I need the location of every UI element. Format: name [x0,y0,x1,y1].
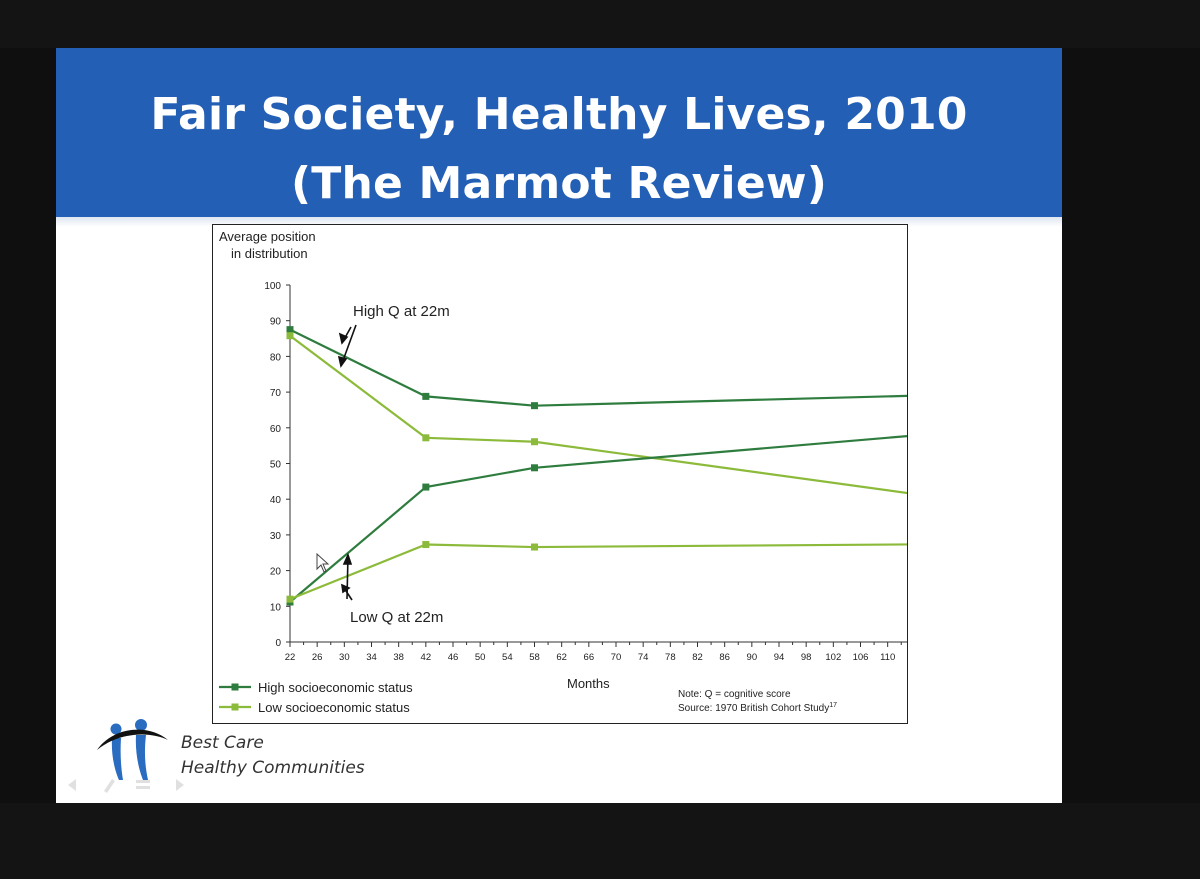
data-point [531,543,538,551]
legend-item-low: Low socioeconomic status [219,700,410,715]
x-tick-label: 90 [747,652,758,663]
data-point [286,595,294,603]
legend-swatch-marker [231,683,239,691]
x-tick-label: 26 [312,652,323,663]
y-axis-label-line-2: in distribution [231,246,308,261]
x-tick-label: 66 [584,652,595,663]
y-tick-label: 70 [270,388,282,399]
x-tick-label: 78 [665,652,676,663]
y-tick-label: 90 [270,317,282,328]
legend-label-low: Low socioeconomic status [258,700,410,715]
chart-frame: 0 10 20 30 40 50 60 70 80 90 100 22 26 30 34 38 42 46 50 54… [212,224,908,724]
x-tick-label: 82 [692,652,703,663]
y-tick-label: 50 [270,460,282,471]
y-tick-label: 40 [270,495,282,506]
x-tick-label: 62 [556,652,567,663]
next-slide-icon [176,779,184,791]
chart-source: Source: 1970 British Cohort Study17 [678,702,837,714]
data-point [286,332,294,340]
title-band [56,48,1062,217]
y-tick-label: 100 [264,281,281,292]
y-tick-label: 80 [270,352,282,363]
x-tick-label: 22 [285,652,296,663]
x-tick-label: 86 [719,652,730,663]
x-tick-label: 106 [853,652,869,663]
data-point [422,392,430,400]
x-tick-label: 50 [475,652,486,663]
data-point [531,464,538,472]
chart-annotations: High Q at 22m Low Q at 22m [337,303,450,626]
brand-line-2: Healthy Communities [181,758,365,778]
mouse-cursor-icon [316,553,330,573]
legend: High socioeconomic status Low socioecono… [219,680,413,715]
brand-line-1: Best Care [181,733,264,753]
data-point [531,402,538,410]
prev-slide-icon [68,779,76,791]
data-point [422,434,430,442]
annotation-high-q: High Q at 22m [353,303,450,320]
data-point [286,326,294,334]
x-tick-label: 94 [774,652,785,663]
x-tick-label: 30 [339,652,350,663]
x-tick-label: 110 [880,652,895,663]
y-tick-label: 10 [270,602,282,613]
slide-title: Fair Society, Healthy Lives, 2010 (The M… [56,80,1062,218]
x-tick-label: 102 [825,652,841,663]
line-chart: 0 10 20 30 40 50 60 70 80 90 100 22 26 30 34 38 42 46 50 54… [219,229,907,715]
x-tick-label: 38 [393,652,404,663]
x-tick-label: 58 [529,652,540,663]
x-tick-label: 54 [502,652,513,663]
y-tick-label: 30 [270,531,282,542]
window-bottom-bar [0,803,1200,879]
slide-nav-controls[interactable] [66,775,196,795]
chart-series [286,326,907,606]
best-care-logo-icon [97,719,168,780]
x-tick-label: 46 [448,652,459,663]
data-point [531,438,538,446]
x-tick-label: 70 [611,652,622,663]
chart-source-text: Source: 1970 British Cohort Study [678,703,829,714]
arrow-icon-high-down [337,324,357,368]
slide-title-line-2: (The Marmot Review) [290,158,828,209]
legend-swatch-marker [231,703,239,711]
x-tick-label: 42 [421,652,432,663]
x-axis-label: Months [567,676,610,691]
data-point [422,483,430,491]
chart-note: Note: Q = cognitive score [678,689,791,700]
legend-label-high: High socioeconomic status [258,680,413,695]
data-point [422,541,430,549]
y-tick-label: 60 [270,424,282,435]
pen-icon [104,779,115,793]
series-line-low-ses-high-q [289,334,907,495]
arrow-icon-high-up [338,326,352,345]
x-tick-label: 74 [638,652,649,663]
brand-name: Best Care Healthy Communities [181,731,365,781]
series-line-high-ses-high-q [289,328,907,407]
y-tick-label: 20 [270,567,282,578]
series-line-high-ses-low-q [289,435,907,603]
window-top-bar [0,0,1200,48]
series-line-low-ses-low-q [289,543,907,601]
chart-axes: 0 10 20 30 40 50 60 70 80 90 100 22 26 30 34 38 42 46 50 54… [264,281,907,663]
slide: Fair Society, Healthy Lives, 2010 (The M… [56,48,1062,803]
annotation-low-q: Low Q at 22m [350,609,443,626]
title-band-shadow [56,217,1062,227]
slide-title-line-1: Fair Society, Healthy Lives, 2010 [150,89,968,140]
arrow-icon-low-down [341,583,353,601]
chart-source-superscript: 17 [829,702,837,709]
y-tick-label: 0 [275,638,281,649]
y-axis-label-line-1: Average position [219,229,316,244]
menu-icon [136,780,150,789]
x-tick-label: 34 [366,652,377,663]
legend-item-high: High socioeconomic status [219,680,413,695]
x-tick-label: 98 [801,652,812,663]
